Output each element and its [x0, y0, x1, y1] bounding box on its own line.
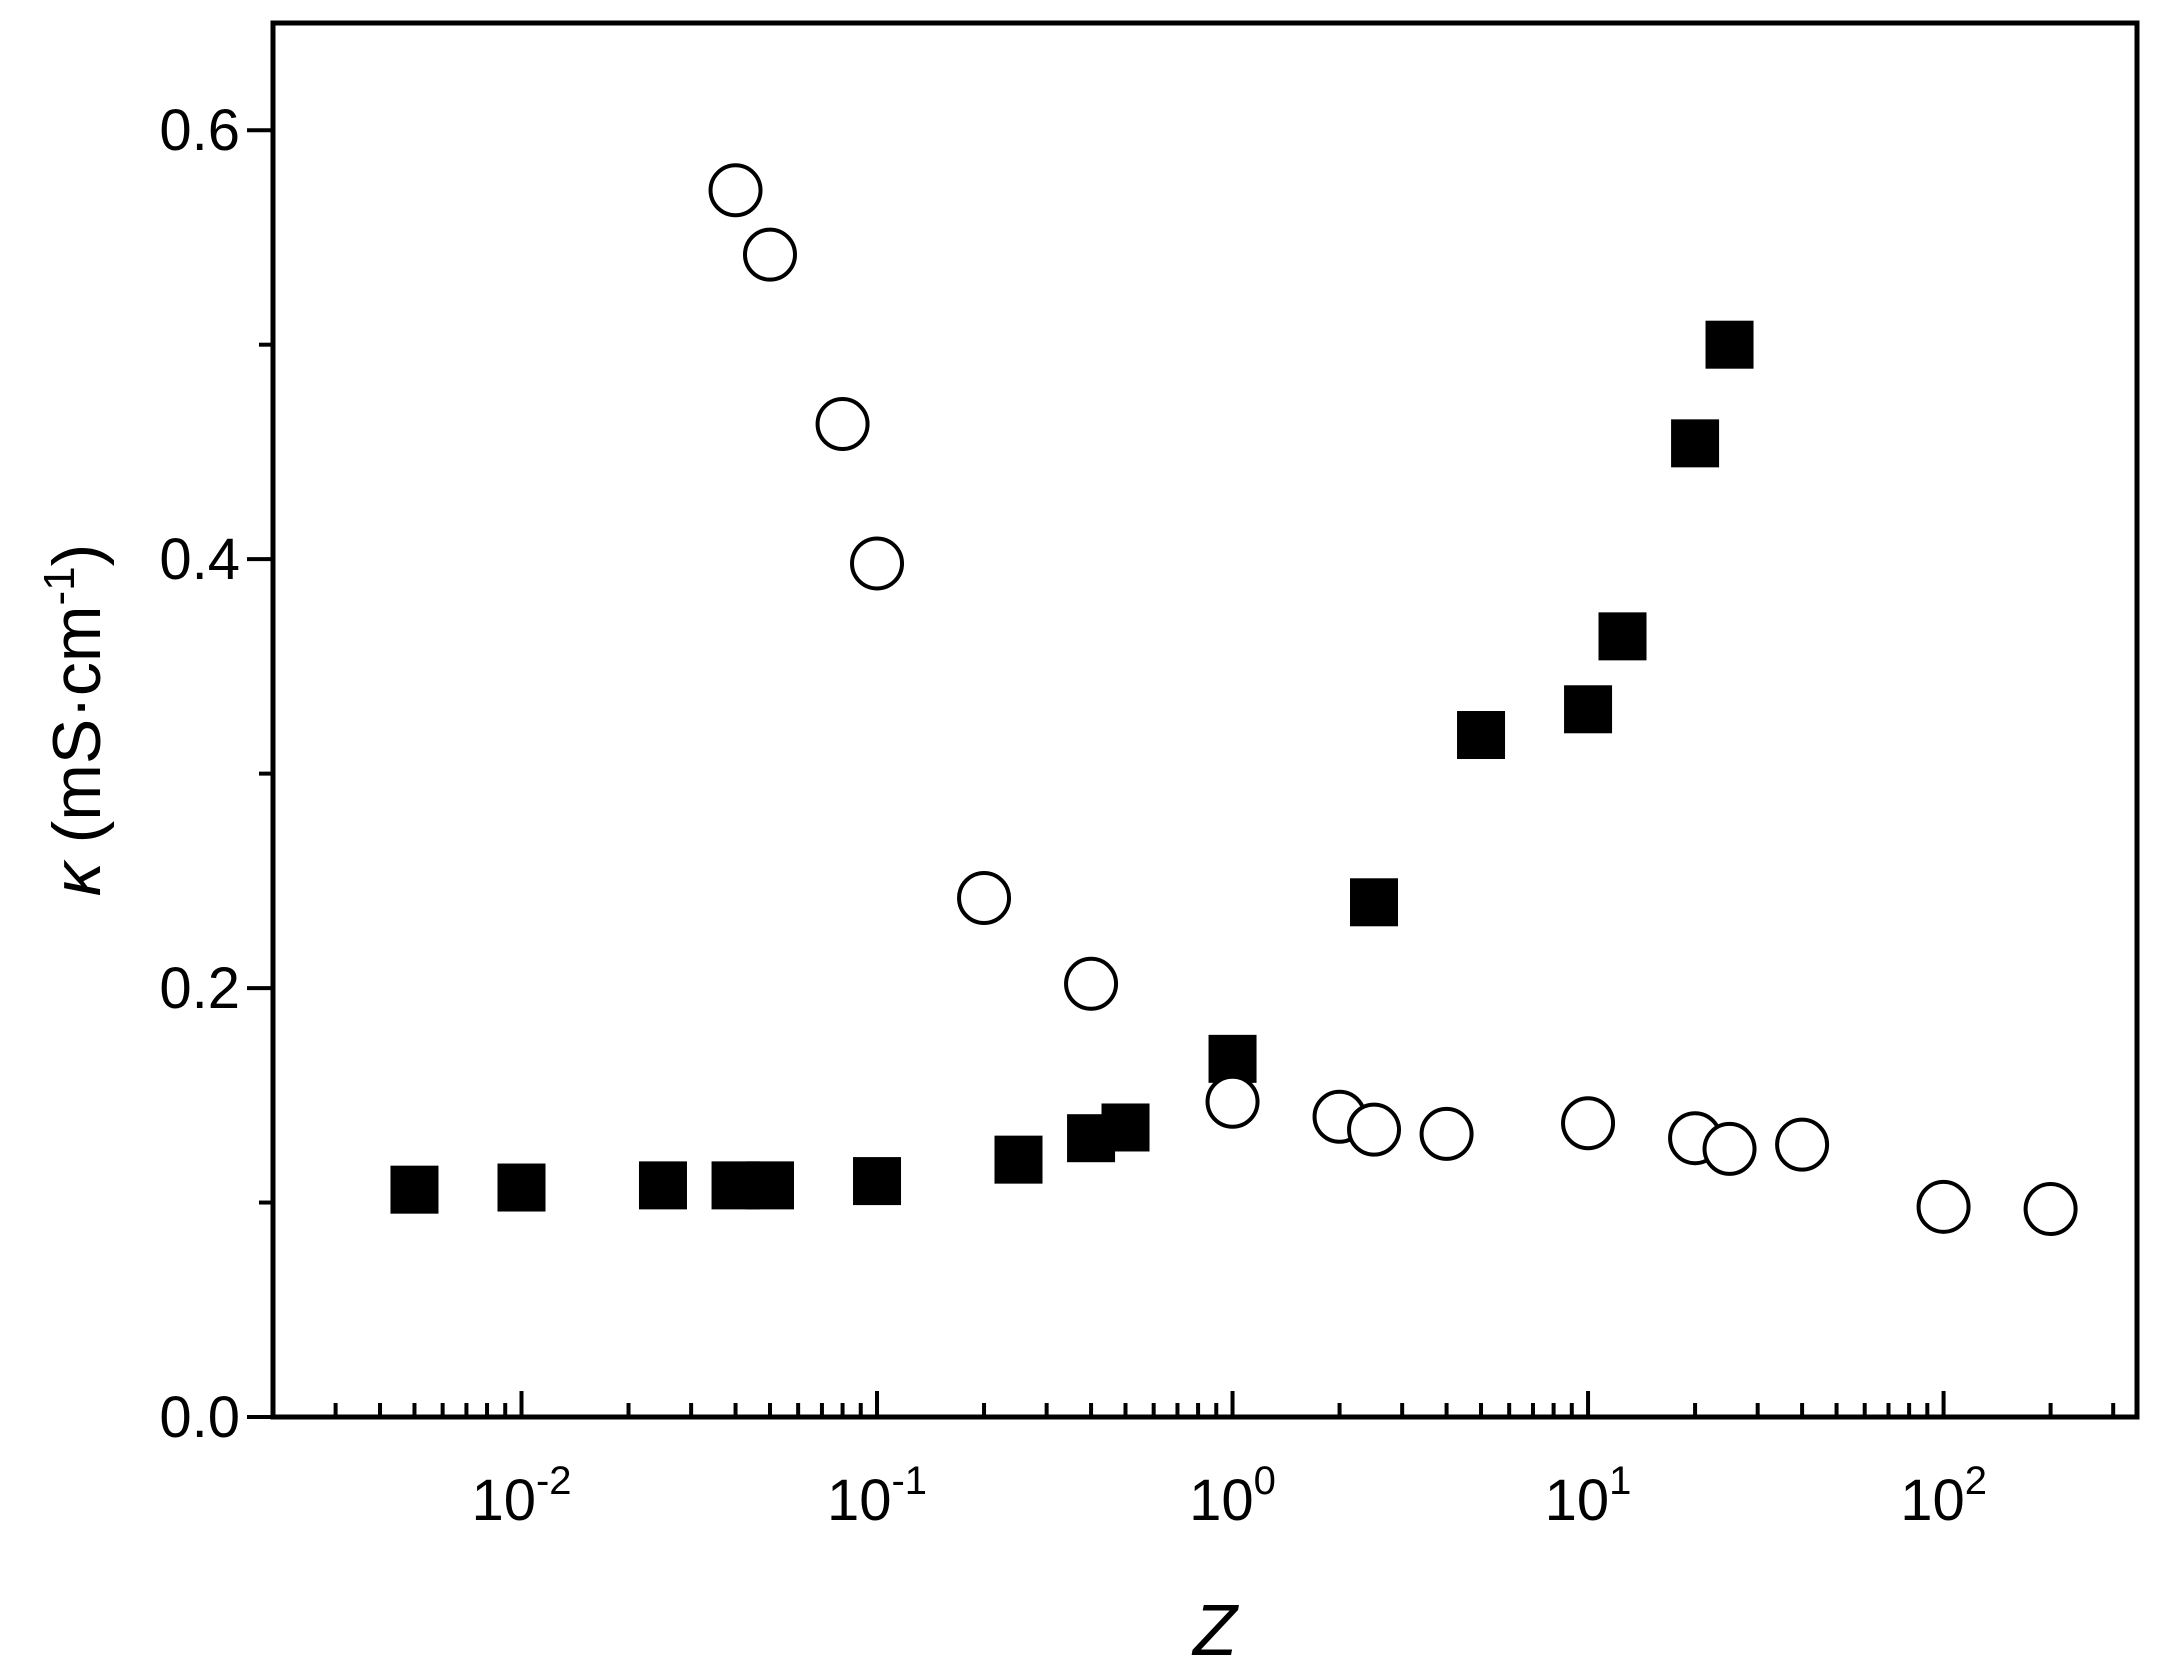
- data-point-circle: [1205, 1074, 1260, 1129]
- data-point-square: [1564, 685, 1613, 734]
- x-tick-label-base: 10: [1900, 1468, 1965, 1533]
- data-point-circle: [1916, 1179, 1971, 1234]
- x-tick-label: 102: [1900, 1459, 1987, 1533]
- data-point-circle: [2023, 1181, 2078, 1236]
- data-point-circle: [742, 227, 797, 282]
- x-tick-label: 10-2: [471, 1459, 571, 1533]
- data-point-circle: [1064, 956, 1119, 1011]
- x-tick-label-base: 10: [1189, 1468, 1254, 1533]
- data-point-square: [497, 1163, 546, 1212]
- x-tick-label: 10-1: [827, 1459, 927, 1533]
- data-point-square: [1101, 1103, 1150, 1152]
- data-point-square: [1671, 419, 1720, 468]
- data-point-square: [1598, 612, 1647, 661]
- y-axis-symbol: κ: [39, 859, 115, 896]
- data-point-square: [853, 1157, 902, 1206]
- y-axis-close-paren: ): [39, 544, 115, 567]
- y-tick-label: 0.6: [159, 98, 240, 163]
- x-tick-label-base: 10: [827, 1468, 892, 1533]
- data-point-circle: [815, 397, 870, 452]
- data-point-circle: [708, 163, 763, 218]
- y-axis-ticks: 0.0 0.2 0.4 0.6: [159, 98, 273, 1450]
- data-series: [390, 163, 2078, 1236]
- x-axis-title: Z: [1191, 1591, 1239, 1669]
- data-point-square: [638, 1161, 687, 1210]
- data-point-square: [745, 1161, 794, 1210]
- data-point-circle: [1775, 1117, 1830, 1172]
- data-point-square: [994, 1135, 1043, 1184]
- x-axis-ticks: 10-2 10-1 100 101 102: [271, 1391, 2116, 1533]
- plot-frame: [270, 20, 2140, 1420]
- x-tick-label-exponent: 0: [1254, 1459, 1276, 1503]
- data-point-circle: [1561, 1096, 1616, 1151]
- data-point-circle: [850, 536, 905, 591]
- x-tick-label: 101: [1545, 1459, 1632, 1533]
- data-point-square: [1457, 711, 1506, 760]
- data-point-square: [1350, 878, 1399, 927]
- y-tick-label: 0.2: [159, 956, 240, 1021]
- data-point-circle: [1347, 1102, 1402, 1157]
- data-point-circle: [1419, 1106, 1474, 1161]
- data-point-square: [390, 1165, 439, 1214]
- y-axis-unit-exponent: -1: [35, 566, 84, 605]
- data-point-circle: [957, 871, 1012, 926]
- y-axis-unit: (mS·cm: [39, 605, 115, 862]
- data-point-circle: [1702, 1121, 1757, 1176]
- x-tick-label-exponent: -2: [536, 1459, 572, 1503]
- x-tick-label-base: 10: [471, 1468, 536, 1533]
- x-tick-label-exponent: 2: [1965, 1459, 1987, 1503]
- x-tick-label-exponent: -1: [891, 1459, 927, 1503]
- y-axis-title: κ (mS·cm-1): [35, 544, 115, 897]
- x-tick-label-base: 10: [1545, 1468, 1610, 1533]
- y-tick-label: 0.4: [159, 527, 240, 592]
- y-tick-label: 0.0: [159, 1385, 240, 1450]
- x-tick-label-exponent: 1: [1609, 1459, 1631, 1503]
- data-point-square: [1705, 320, 1754, 369]
- x-tick-label: 100: [1189, 1459, 1276, 1533]
